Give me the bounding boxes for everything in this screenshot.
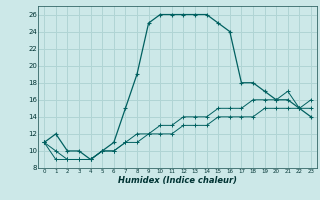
X-axis label: Humidex (Indice chaleur): Humidex (Indice chaleur) — [118, 176, 237, 185]
